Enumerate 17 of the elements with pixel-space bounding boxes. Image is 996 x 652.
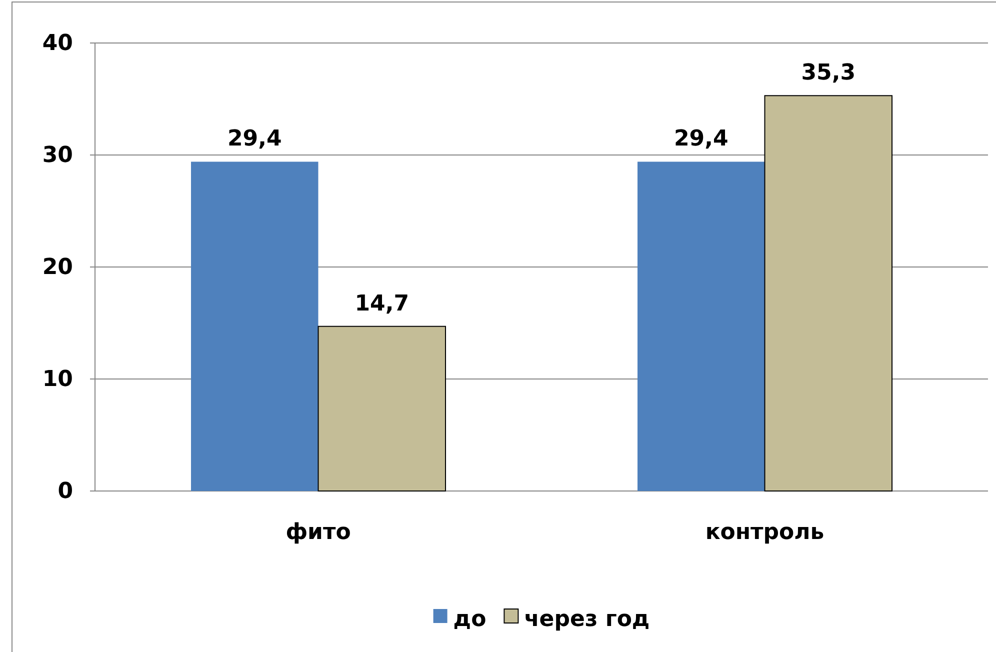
bar: [764, 95, 893, 492]
legend-label: через год: [524, 607, 650, 632]
x-tick-label: фито: [286, 520, 351, 545]
data-label: 29,4: [227, 126, 282, 152]
bar: [190, 162, 318, 491]
data-label: 29,4: [674, 126, 728, 152]
y-tick-label: 40: [42, 31, 73, 56]
x-tick-label: контроль: [705, 520, 824, 545]
data-label: 14,7: [354, 291, 410, 316]
y-tick-label: 30: [42, 143, 73, 168]
y-tick-label: 10: [42, 367, 73, 392]
legend-label: до: [453, 607, 486, 632]
bar: [318, 326, 446, 492]
y-tick-label: 20: [42, 255, 73, 280]
data-label: 35,3: [801, 60, 856, 86]
bar: [637, 162, 765, 491]
y-tick-label: 0: [58, 479, 73, 504]
